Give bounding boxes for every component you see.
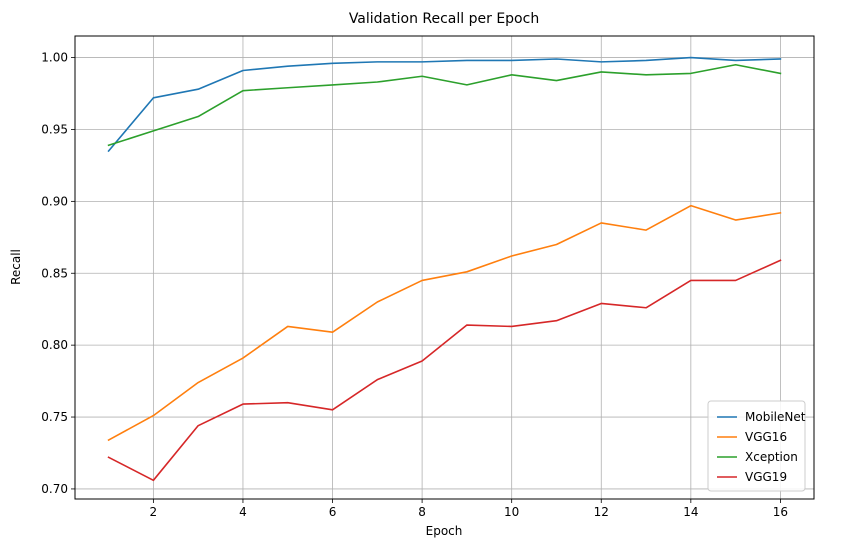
x-tick-label: 8 (418, 505, 426, 519)
x-tick-label: 4 (239, 505, 247, 519)
legend-label-vgg19: VGG19 (745, 470, 787, 484)
x-axis-label: Epoch (426, 524, 463, 538)
legend-label-xception: Xception (745, 450, 798, 464)
x-tick-label: 6 (329, 505, 337, 519)
chart-title: Validation Recall per Epoch (349, 11, 539, 27)
series-line-vgg16 (107, 204, 782, 442)
y-tick-label: 0.80 (41, 338, 68, 352)
x-tick-label: 10 (504, 505, 519, 519)
y-axis-label: Recall (9, 249, 23, 285)
series-line-mobilenet (107, 56, 782, 153)
legend-label-vgg16: VGG16 (745, 430, 787, 444)
y-tick-label: 0.85 (41, 266, 68, 280)
y-tick-label: 0.70 (41, 482, 68, 496)
y-tick-label: 0.75 (41, 410, 68, 424)
x-tick-label: 12 (594, 505, 609, 519)
legend-label-mobilenet: MobileNet (745, 410, 806, 424)
series-lines (107, 56, 782, 482)
y-tick-label: 0.95 (41, 122, 68, 136)
series-line-xception (107, 63, 782, 147)
axis-ticks: 2 4 6 8 10 12 14 16 0.70 0.75 0.80 0.85 0.90 0.95 1.00 (41, 51, 788, 519)
plot-frame (74, 35, 815, 500)
x-tick-label: 16 (773, 505, 788, 519)
legend-box (707, 400, 806, 492)
legend: MobileNet VGG16 Xception VGG19 (707, 400, 806, 492)
y-tick-label: 1.00 (41, 51, 68, 65)
y-tick-label: 0.90 (41, 194, 68, 208)
grid (75, 36, 814, 499)
series-line-vgg19 (107, 259, 782, 482)
x-tick-label: 2 (150, 505, 158, 519)
x-tick-label: 14 (683, 505, 698, 519)
